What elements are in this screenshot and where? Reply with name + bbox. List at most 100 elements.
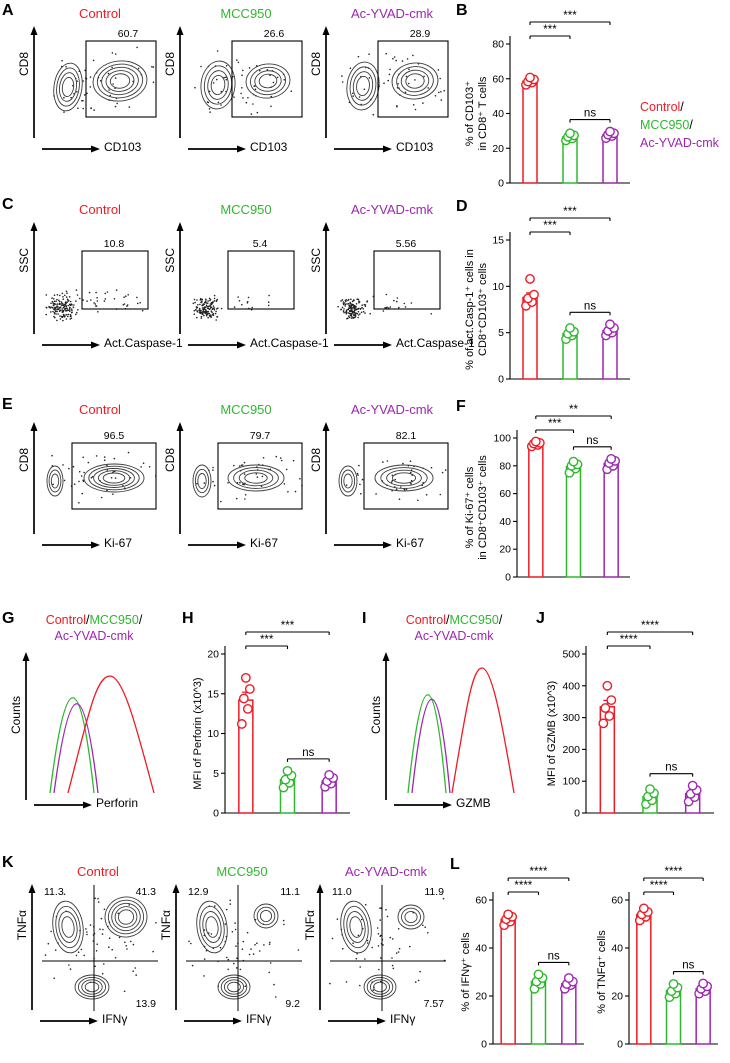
gate-value: 28.9 — [410, 28, 431, 40]
svg-text:60: 60 — [611, 895, 623, 907]
contour-plot: 96.5 — [46, 430, 157, 510]
legend: Control/MCC950/ Ac-YVAD-cmk — [45, 613, 143, 643]
x-axis-arrow-icon — [188, 541, 246, 549]
quadrant-plot: 11.0 11.9 7.57 — [329, 885, 446, 1011]
x-axis-label: GZMB — [456, 796, 491, 810]
quadrant-plot: 11.3 41.3 13.9 — [42, 885, 158, 1011]
svg-text:ns: ns — [584, 300, 596, 312]
chart-l-ifng: 0 20 40 60 % of IFNγ⁺ cells **** **** ns — [460, 866, 584, 1051]
flow-plot-k-control: Control TNFα 11.3 41.3 13.9 IFNγ — [14, 864, 164, 1042]
flow-plot-k-mcc950: MCC950 TNFα 12.9 11.1 9.2 IFNγ — [158, 864, 308, 1042]
gate-value: 10.8 — [104, 238, 125, 250]
x-axis-arrow-icon — [34, 801, 92, 809]
panel-letter-j: J — [536, 610, 545, 627]
panel-letter-d: D — [456, 198, 468, 215]
plot-title: MCC950 — [220, 202, 272, 217]
svg-text:400: 400 — [562, 680, 580, 692]
x-axis-label: CD103 — [104, 140, 142, 154]
svg-text:****: **** — [665, 866, 683, 878]
x-axis-arrow-icon — [334, 145, 392, 153]
svg-text:0: 0 — [498, 374, 504, 386]
svg-text:0: 0 — [213, 808, 219, 820]
svg-text:200: 200 — [562, 744, 580, 756]
svg-text:20: 20 — [499, 544, 511, 556]
x-axis-label: IFNγ — [246, 1012, 272, 1026]
svg-text:% of IFNγ⁺ cells: % of IFNγ⁺ cells — [460, 932, 472, 1012]
panel-letter-f: F — [456, 398, 466, 415]
gate-rect — [377, 40, 449, 118]
x-axis-arrow-icon — [40, 1017, 98, 1025]
flow-plot-a-control: Control CD8 60.7 CD103 — [16, 6, 166, 168]
x-axis-arrow-icon — [328, 1017, 386, 1025]
chart-f-ki67: 0 20 40 60 80 100 % of Ki-67⁺ cells in CD8⁺CD10… — [464, 404, 630, 584]
group-color-legend: Control/ MCC950/ Ac-YVAD-cmk — [640, 98, 719, 152]
svg-text:10: 10 — [207, 728, 219, 740]
svg-text:40: 40 — [475, 943, 487, 955]
contour-plot: 82.1 — [338, 430, 449, 510]
y-axis-arrow-icon — [322, 26, 330, 138]
legend-item-control: Control/ — [640, 100, 684, 114]
gate-value: 96.5 — [104, 430, 125, 442]
gate-rect — [81, 250, 149, 310]
flow-plot-k-acyvad: Ac-YVAD-cmk TNFα 11.0 11.9 7.57 IFNγ — [302, 864, 452, 1042]
svg-text:0: 0 — [481, 1039, 487, 1051]
gate-value: 26.6 — [264, 28, 285, 40]
x-axis-label: CD103 — [396, 140, 434, 154]
quadrant-value-tl: 11.0 — [332, 886, 352, 898]
plot-title: Ac-YVAD-cmk — [350, 6, 434, 21]
x-axis-label: Ki-67 — [396, 536, 425, 550]
gate-value: 82.1 — [396, 430, 417, 442]
gate-value: 5.56 — [396, 238, 417, 250]
panel-letter-b: B — [456, 2, 468, 19]
svg-text:****: **** — [514, 880, 532, 892]
svg-text:***: *** — [543, 24, 557, 36]
x-axis-arrow-icon — [184, 1017, 242, 1025]
flow-plot-a-mcc950: MCC950 CD8 26.6 CD103 — [162, 6, 312, 168]
y-axis-arrow-icon — [322, 222, 330, 334]
gate-rect — [227, 250, 295, 310]
x-axis-label: Ki-67 — [250, 536, 279, 550]
plot-title: Control — [79, 6, 121, 21]
flow-plot-e-control: Control CD8 96.5 Ki-67 — [16, 402, 166, 564]
x-axis-arrow-icon — [42, 145, 100, 153]
flow-plot-c-acyvad: Ac-YVAD-cmk SSC 5.56 Act.Caspase-1 — [308, 202, 475, 364]
svg-text:ns: ns — [584, 108, 596, 120]
svg-text:20: 20 — [475, 991, 487, 1003]
panel-letter-l: L — [450, 856, 460, 873]
svg-text:***: *** — [260, 634, 274, 646]
legend: Control/MCC950/ Ac-YVAD-cmk — [405, 613, 503, 643]
svg-text:% of TNFα⁺ cells: % of TNFα⁺ cells — [596, 930, 608, 1014]
y-axis-arrow-icon — [172, 884, 180, 1010]
svg-text:***: *** — [281, 620, 295, 632]
svg-text:60: 60 — [499, 488, 511, 500]
y-axis-arrow-icon — [176, 26, 184, 138]
legend-item-mcc950: MCC950/ — [640, 118, 693, 132]
histogram-gzmb: Control/MCC950/ Ac-YVAD-cmk Counts GZMB — [368, 612, 536, 824]
plot-title: Ac-YVAD-cmk — [344, 864, 428, 879]
svg-text:15: 15 — [492, 235, 504, 247]
svg-text:0: 0 — [505, 572, 511, 584]
svg-text:% of CD103⁺: % of CD103⁺ — [464, 81, 476, 146]
panel-letter-h: H — [182, 610, 194, 627]
mcc950-curve — [49, 697, 95, 794]
plot-title: Ac-YVAD-cmk — [350, 202, 434, 217]
panel-letter-a: A — [2, 2, 14, 19]
x-axis-label: Ki-67 — [104, 536, 133, 550]
x-axis-label: Act.Caspase-1 — [250, 336, 329, 350]
x-axis-arrow-icon — [334, 541, 392, 549]
svg-text:MFI of GZMB (x10^3): MFI of GZMB (x10^3) — [546, 681, 558, 786]
quadrant-value-tr: 11.1 — [280, 886, 300, 898]
y-axis-arrow-icon — [28, 884, 36, 1010]
y-axis-arrow-icon — [30, 222, 38, 334]
svg-text:20: 20 — [207, 649, 219, 661]
gate-rect — [373, 250, 441, 310]
chart-l-tnfa: 0 20 40 60 % of TNFα⁺ cells **** **** ns — [596, 866, 718, 1051]
svg-text:ns: ns — [682, 960, 694, 972]
panel-letter-g: G — [2, 610, 15, 627]
y-axis-arrow-icon — [176, 422, 184, 534]
histogram-perforin: Control/MCC950/ Ac-YVAD-cmk Counts Perfo… — [8, 612, 176, 824]
panel-letter-c: C — [2, 196, 14, 213]
gate-rect — [85, 40, 157, 118]
gate-rect — [71, 442, 157, 510]
panel-letter-i: I — [362, 610, 367, 627]
